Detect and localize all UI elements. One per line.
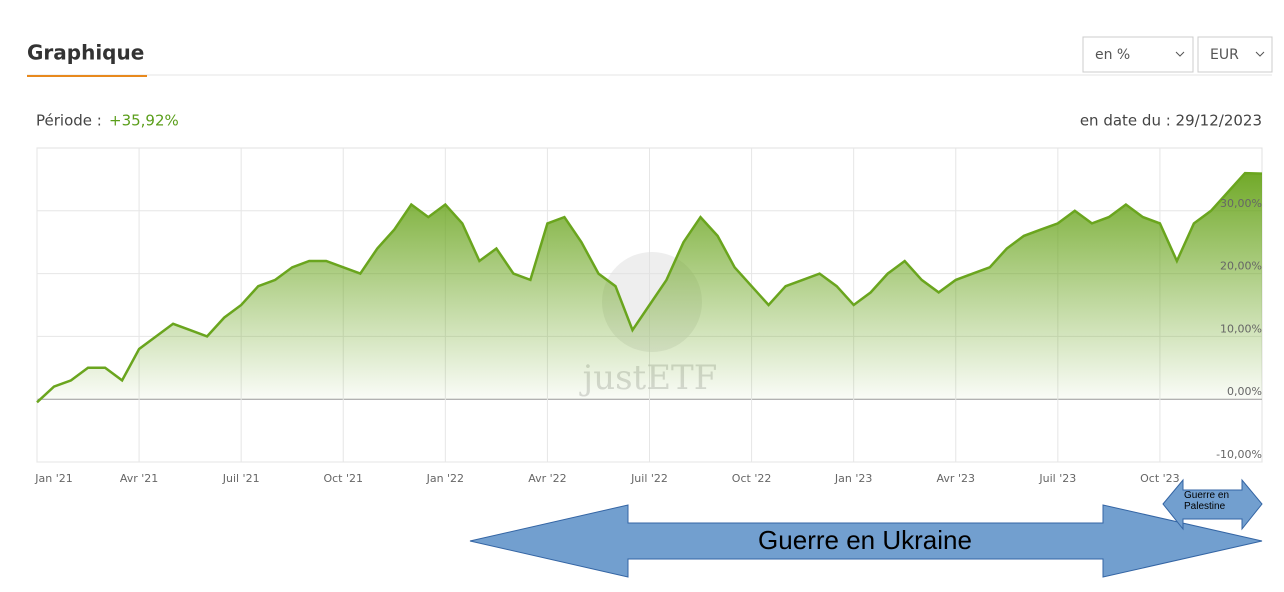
x-tick-label: Jan '22: [426, 472, 464, 485]
period-label: Période :: [36, 112, 102, 130]
plot: [36, 171, 1263, 404]
palestine-arrow: [1162, 478, 1263, 531]
title: Graphique: [27, 41, 144, 65]
x-tick-label: Avr '22: [528, 472, 566, 485]
x-tick-label: Jan '21: [34, 472, 72, 485]
annotation: Guerre en Palestine: [1184, 490, 1230, 512]
x-tick-label: Juil '23: [1038, 472, 1076, 485]
y-tick-label: 30,00%: [1220, 197, 1262, 210]
area: [37, 173, 1262, 403]
unit-select-text: en %: [1095, 47, 1130, 63]
x-tick-label: Avr '21: [120, 472, 158, 485]
x-tick-label: Jan '23: [834, 472, 872, 485]
x-tick-label: Oct '23: [1140, 472, 1180, 485]
x-tick-label: Juil '21: [222, 472, 260, 485]
chevron: [1255, 51, 1265, 57]
currency-select[interactable]: [1197, 36, 1273, 73]
y-tick-label: 20,00%: [1220, 260, 1262, 273]
annotation: Guerre en Ukraine: [758, 525, 972, 555]
period-value: +35,92%: [109, 112, 179, 130]
y-tick-label: -10,00%: [1216, 448, 1262, 461]
line: [36, 171, 1263, 404]
chevron: [1175, 51, 1185, 57]
x-tick-label: Juil '22: [630, 472, 668, 485]
x-tick-label: Oct '21: [323, 472, 363, 485]
y-tick-label: 0,00%: [1227, 385, 1262, 398]
annotation-box: Guerre en Palestine: [1184, 490, 1230, 512]
unit-select[interactable]: [1082, 36, 1194, 73]
y-tick-label: 10,00%: [1220, 322, 1262, 335]
x-tick-label: Avr '23: [937, 472, 975, 485]
currency-select-text: EUR: [1210, 47, 1239, 63]
date-label: en date du : 29/12/2023: [1080, 112, 1262, 130]
ukraine-arrow: [469, 504, 1263, 578]
x-tick-label: Oct '22: [732, 472, 772, 485]
